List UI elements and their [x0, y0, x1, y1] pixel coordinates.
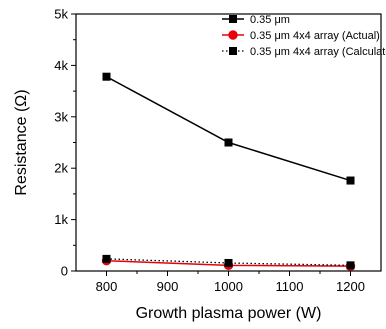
legend-marker [229, 47, 237, 55]
data-point [224, 138, 233, 147]
series-line [106, 258, 351, 266]
data-point [224, 258, 233, 267]
data-point [346, 261, 355, 270]
x-tick-label: 1000 [214, 279, 243, 294]
legend: 0.35 μm 0.35 μm 4x4 array (Actual) 0.35 μm… [222, 14, 386, 58]
data-point [346, 176, 355, 185]
x-tick-label: 800 [96, 279, 118, 294]
data-point [102, 72, 111, 81]
y-tick-label: 2k [54, 161, 68, 176]
legend-item: 0.35 μm 4x4 array (Calculated) [222, 46, 386, 58]
series-1 [102, 72, 355, 185]
y-tick-label: 3k [54, 109, 68, 124]
series-3 [102, 254, 355, 270]
y-tick-label: 1k [54, 212, 68, 227]
x-tick-label: 1200 [336, 279, 365, 294]
series-layer [101, 72, 356, 271]
plot-axes: 800 900 1000 1100 1200 0 1k 2k 3k 4k 5k [54, 7, 382, 294]
x-axis-label: Growth plasma power (W) [136, 305, 322, 322]
legend-marker [229, 15, 237, 23]
y-tick-label: 4k [54, 58, 68, 73]
legend-label: 0.35 μm 4x4 array (Actual) [250, 30, 380, 42]
x-tick-label: 900 [157, 279, 179, 294]
y-tick-label: 0 [61, 264, 68, 279]
data-point [102, 254, 111, 263]
x-tick-label: 1100 [276, 279, 304, 294]
legend-item: 0.35 μm 4x4 array (Actual) [222, 30, 380, 42]
y-tick-label: 5k [54, 7, 68, 22]
legend-label: 0.35 μm [250, 14, 290, 26]
series-line [106, 76, 351, 182]
legend-marker [228, 30, 238, 40]
y-axis-label: Resistance (Ω) [13, 89, 30, 195]
legend-item: 0.35 μm [222, 14, 290, 26]
legend-label: 0.35 μm 4x4 array (Calculated) [250, 46, 386, 58]
